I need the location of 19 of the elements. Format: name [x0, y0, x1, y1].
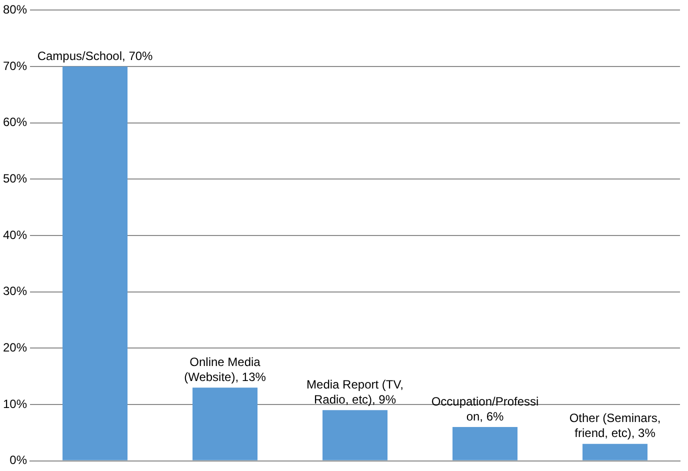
y-tick-label: 80%	[2, 2, 28, 17]
data-label: Online Media (Website), 13%	[184, 354, 266, 384]
y-tick-label: 40%	[2, 228, 28, 242]
data-label: Campus/School, 70%	[37, 48, 154, 63]
bar	[192, 388, 258, 460]
bar	[582, 444, 648, 460]
y-tick-label: 70%	[2, 58, 28, 73]
y-tick-label: 30%	[2, 284, 28, 298]
y-tick-label: 20%	[2, 340, 28, 354]
data-label: Media Report (TV, Radio, etc), 9%	[306, 377, 404, 406]
data-label: Occupation/Professi on, 6%	[431, 394, 539, 424]
y-tick-label: 60%	[2, 115, 28, 130]
data-label: Other (Seminars, friend, etc), 3%	[569, 411, 661, 440]
bar	[452, 427, 518, 460]
bar	[62, 66, 128, 460]
y-tick-label: 50%	[2, 171, 28, 186]
y-tick-label: 10%	[2, 396, 28, 411]
y-tick-label: 0%	[10, 453, 28, 468]
bar	[322, 410, 388, 460]
